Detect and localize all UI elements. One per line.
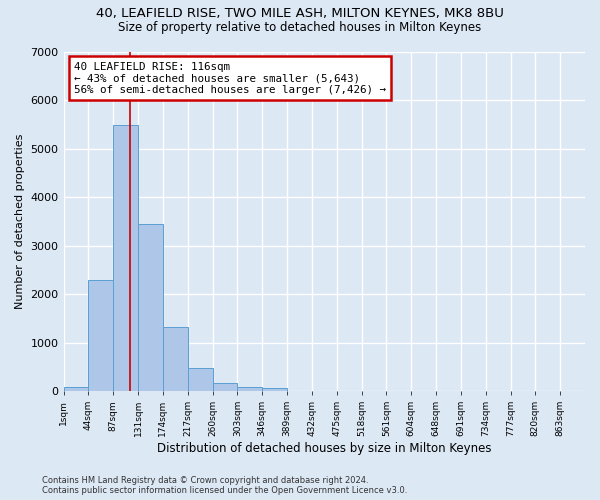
Bar [262, 388, 287, 391]
Bar [64, 387, 88, 391]
Bar [138, 224, 163, 391]
Text: 40 LEAFIELD RISE: 116sqm
← 43% of detached houses are smaller (5,643)
56% of sem: 40 LEAFIELD RISE: 116sqm ← 43% of detach… [74, 62, 386, 95]
X-axis label: Distribution of detached houses by size in Milton Keynes: Distribution of detached houses by size … [157, 442, 491, 455]
Text: Size of property relative to detached houses in Milton Keynes: Size of property relative to detached ho… [118, 21, 482, 34]
Bar [163, 328, 188, 391]
Bar [238, 386, 262, 391]
Bar [113, 125, 138, 391]
Text: Contains HM Land Registry data © Crown copyright and database right 2024.
Contai: Contains HM Land Registry data © Crown c… [42, 476, 407, 495]
Text: 40, LEAFIELD RISE, TWO MILE ASH, MILTON KEYNES, MK8 8BU: 40, LEAFIELD RISE, TWO MILE ASH, MILTON … [96, 8, 504, 20]
Bar [88, 280, 113, 391]
Y-axis label: Number of detached properties: Number of detached properties [15, 134, 25, 309]
Bar [212, 384, 238, 391]
Bar [188, 368, 212, 391]
